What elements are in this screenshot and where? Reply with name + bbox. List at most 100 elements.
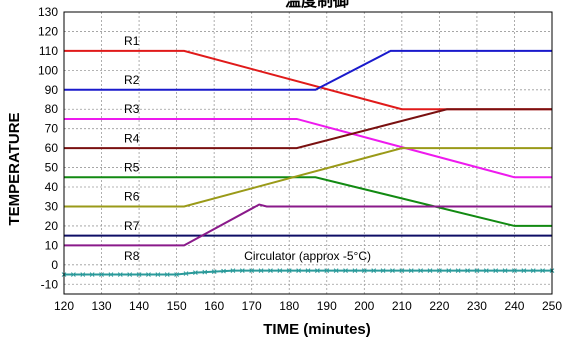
chart-title: 温度制御 <box>284 0 349 10</box>
series-label: R1 <box>124 34 140 48</box>
series-marker <box>164 272 170 277</box>
plot-frame <box>63 11 553 295</box>
series-marker <box>352 268 358 274</box>
series-marker <box>427 268 433 274</box>
series-line <box>64 49 552 91</box>
series-label: R8 <box>124 249 140 263</box>
series-label: R5 <box>124 160 140 174</box>
series-marker <box>399 268 405 274</box>
y-tick-label: 20 <box>45 219 59 233</box>
series-marker <box>296 268 301 274</box>
y-tick-label: 60 <box>45 141 59 155</box>
series-marker <box>521 268 527 274</box>
y-tick-label: 0 <box>51 258 58 272</box>
y-tick-labels: -10 0 10 20 30 40 50 60 70 80 90 100 110 120 130 <box>38 5 58 291</box>
x-tick-labels: 120 130 140 150 160 170 180 190 200 210 220 230 240 2… <box>54 299 562 313</box>
series-lines <box>61 49 555 277</box>
series-line <box>64 147 552 208</box>
y-tick-label: 110 <box>39 44 58 58</box>
series-marker <box>493 268 499 274</box>
series-label: R6 <box>124 190 140 204</box>
series-marker <box>474 268 480 274</box>
series-label: R2 <box>124 73 140 87</box>
series-marker <box>502 268 508 274</box>
series-marker <box>136 272 142 277</box>
x-tick-label: 150 <box>167 299 187 313</box>
series-marker <box>455 268 461 274</box>
y-tick-label: 30 <box>45 199 59 213</box>
series-labels: R1 R2 R3 R4 R5 R6 R7 R8 Circulator (approx -5°C) <box>124 34 371 263</box>
series-marker <box>277 268 283 274</box>
series-marker <box>71 272 76 277</box>
series-label: Circulator (approx -5°C) <box>244 249 371 263</box>
series-marker <box>249 268 255 274</box>
series-marker <box>418 268 423 274</box>
series-marker <box>483 268 489 274</box>
series-marker <box>324 268 330 274</box>
series-line <box>64 203 552 247</box>
series-marker <box>108 272 114 277</box>
x-tick-label: 120 <box>54 299 74 313</box>
x-tick-label: 210 <box>392 299 412 313</box>
series-marker <box>540 268 545 274</box>
series-label: R4 <box>124 131 140 145</box>
series-marker <box>117 272 123 277</box>
x-tick-label: 160 <box>204 299 224 313</box>
series-marker <box>305 268 311 274</box>
y-tick-label: 120 <box>38 24 58 38</box>
y-tick-label: 130 <box>38 5 58 19</box>
y-tick-label: 100 <box>38 63 58 77</box>
x-tick-label: 140 <box>129 299 149 313</box>
series-marker <box>437 268 442 274</box>
x-tick-label: 180 <box>279 299 299 313</box>
y-tick-label: -10 <box>41 277 59 291</box>
series-marker <box>465 268 470 274</box>
y-axis-title: TEMPERATURE <box>6 112 23 225</box>
x-tick-label: 170 <box>242 299 262 313</box>
series-marker <box>343 268 348 274</box>
series-marker <box>99 272 104 277</box>
series-marker <box>221 268 226 274</box>
series-marker <box>211 269 217 274</box>
series-marker <box>127 272 133 277</box>
series-marker <box>390 268 395 274</box>
x-tick-label: 240 <box>504 299 524 313</box>
x-tick-label: 190 <box>317 299 337 313</box>
series-marker <box>446 268 452 274</box>
series-marker <box>193 270 198 275</box>
x-tick-label: 200 <box>354 299 374 313</box>
series-marker <box>286 268 292 274</box>
series-marker <box>380 268 386 274</box>
y-tick-label: 80 <box>45 102 59 116</box>
series-marker <box>80 272 86 277</box>
series-marker <box>371 268 377 274</box>
y-tick-label: 50 <box>45 161 59 175</box>
x-tick-label: 220 <box>429 299 449 313</box>
series-marker <box>202 269 208 275</box>
series-marker <box>333 268 339 274</box>
y-tick-label: 40 <box>45 180 59 194</box>
series-marker <box>146 272 151 277</box>
series-label: R7 <box>124 219 140 233</box>
series-marker <box>174 272 179 277</box>
series-marker <box>155 272 161 277</box>
x-tick-label: 230 <box>467 299 487 313</box>
series-marker <box>230 268 236 274</box>
series-label: R3 <box>124 102 140 116</box>
x-axis-title: TIME (minutes) <box>263 321 371 338</box>
series-marker <box>258 268 264 274</box>
y-tick-label: 70 <box>45 122 59 136</box>
series-marker <box>408 268 414 274</box>
x-tick-label: 250 <box>542 299 562 313</box>
series-marker <box>530 268 536 274</box>
series-marker <box>512 268 517 274</box>
series-marker <box>315 268 320 274</box>
series-marker <box>89 272 95 277</box>
series-marker <box>183 271 189 276</box>
series-marker <box>268 268 273 274</box>
series-line <box>64 108 552 150</box>
series-line <box>64 176 552 227</box>
x-tick-label: 130 <box>92 299 112 313</box>
